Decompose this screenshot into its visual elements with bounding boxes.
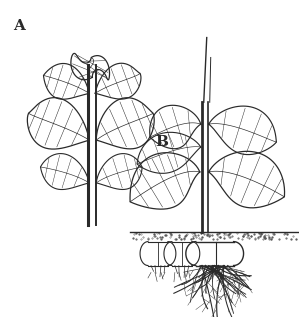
Polygon shape [27, 98, 89, 149]
Polygon shape [96, 98, 154, 149]
Polygon shape [95, 63, 141, 99]
Polygon shape [150, 105, 201, 149]
Polygon shape [96, 154, 142, 190]
Polygon shape [209, 151, 285, 208]
Polygon shape [71, 53, 110, 80]
Polygon shape [209, 106, 276, 155]
Text: B: B [155, 135, 168, 149]
Text: A: A [13, 19, 25, 33]
Polygon shape [44, 64, 89, 99]
Polygon shape [137, 132, 201, 173]
Polygon shape [130, 153, 200, 209]
Polygon shape [40, 154, 89, 190]
